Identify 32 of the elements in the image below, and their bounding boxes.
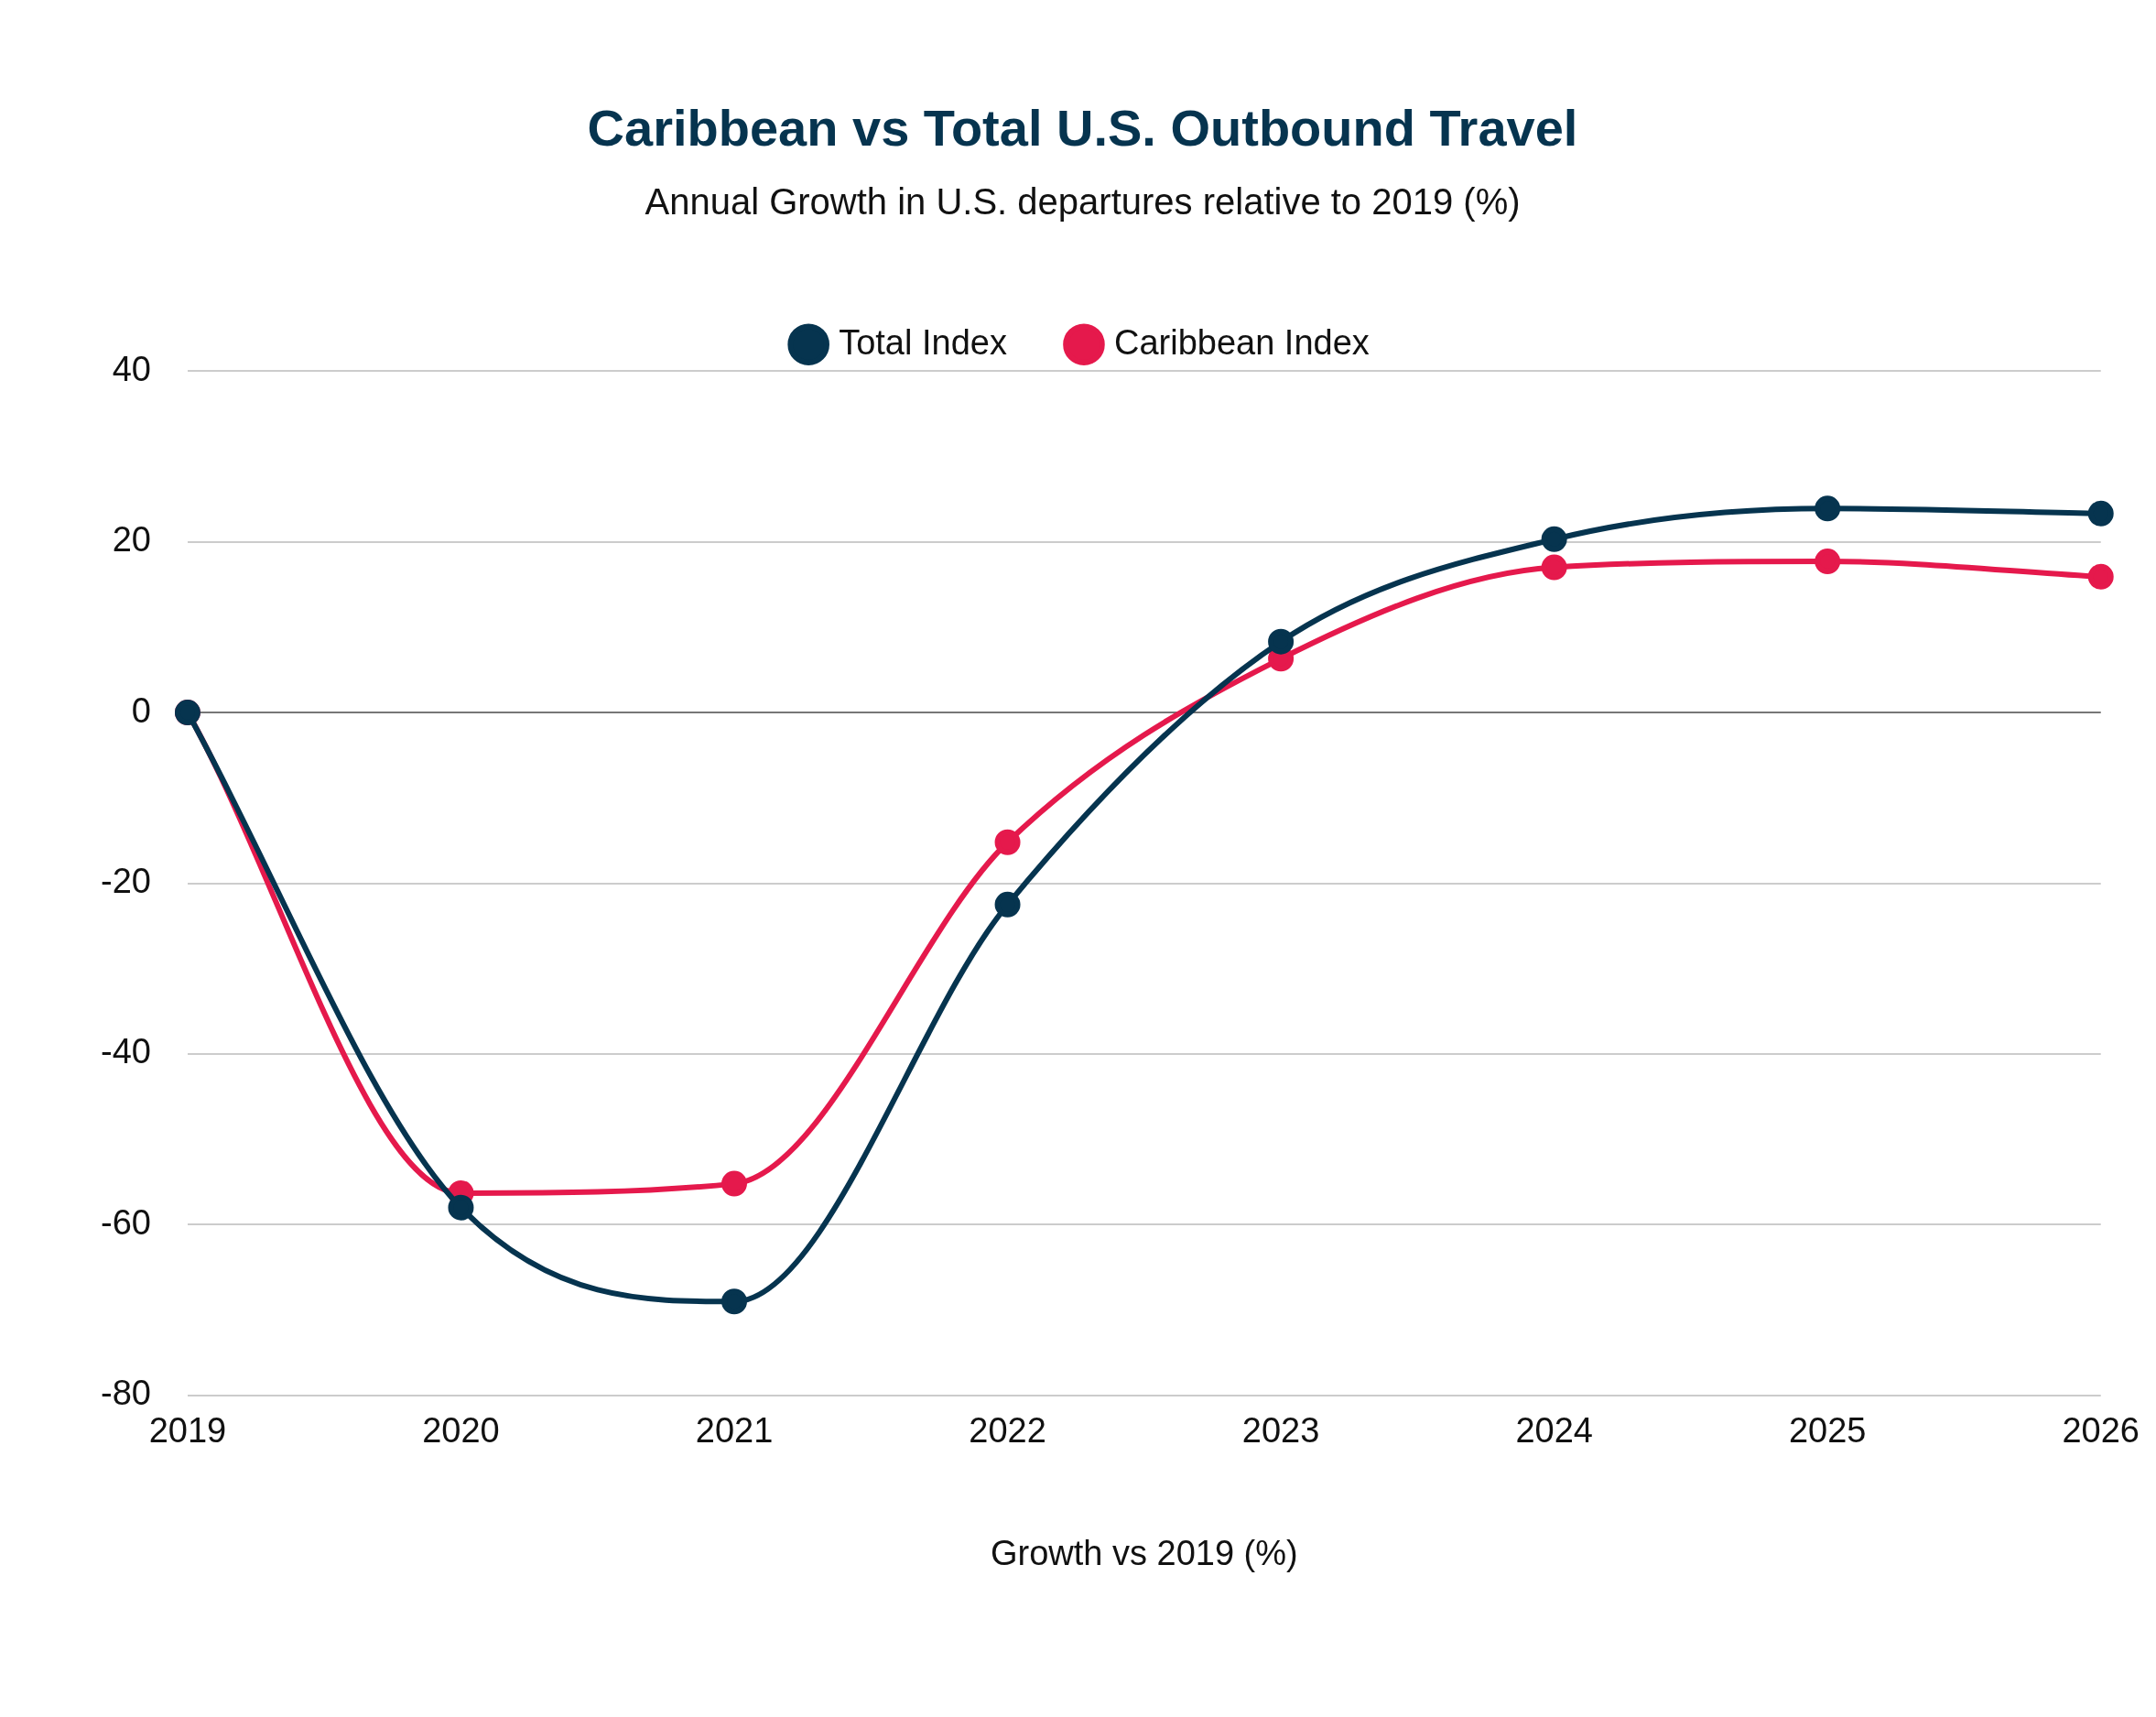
x-axis-title: Growth vs 2019 (%): [990, 1533, 1298, 1572]
chart-subtitle: Annual Growth in U.S. departures relative to 2019 (%): [645, 181, 1521, 223]
legend-label: Total Index: [839, 322, 1007, 362]
point: [994, 891, 1021, 918]
legend-label: Caribbean Index: [1113, 322, 1370, 362]
x-tick-label: 2020: [422, 1411, 500, 1451]
x-tick-label: 2025: [1788, 1411, 1867, 1451]
y-tick-label: -60: [101, 1202, 151, 1242]
point: [448, 1194, 474, 1221]
chart-title: Caribbean vs Total U.S. Outbound Travel: [587, 99, 1578, 158]
y-tick-label: 40: [112, 349, 151, 388]
x-tick-label: 2022: [969, 1411, 1046, 1451]
point: [1541, 554, 1567, 581]
x-tick-label: 2024: [1515, 1411, 1593, 1451]
x-tick-label: 2023: [1241, 1411, 1320, 1451]
x-tick-label: 2026: [2062, 1411, 2140, 1451]
point: [1541, 526, 1567, 552]
point: [721, 1170, 748, 1197]
point: [2087, 563, 2114, 590]
point: [994, 829, 1021, 855]
y-tick-label: 0: [131, 690, 151, 730]
x-tick-label: 2021: [695, 1411, 774, 1451]
point: [1815, 495, 1841, 522]
y-tick-label: -20: [101, 861, 151, 900]
point: [2087, 500, 2114, 527]
point: [721, 1288, 748, 1315]
x-tick-label: 2019: [148, 1411, 227, 1451]
y-tick-label: -80: [101, 1374, 151, 1413]
point: [1815, 549, 1841, 575]
y-tick-label: 20: [112, 520, 151, 560]
point: [1268, 628, 1295, 655]
y-tick-label: -40: [101, 1032, 151, 1071]
